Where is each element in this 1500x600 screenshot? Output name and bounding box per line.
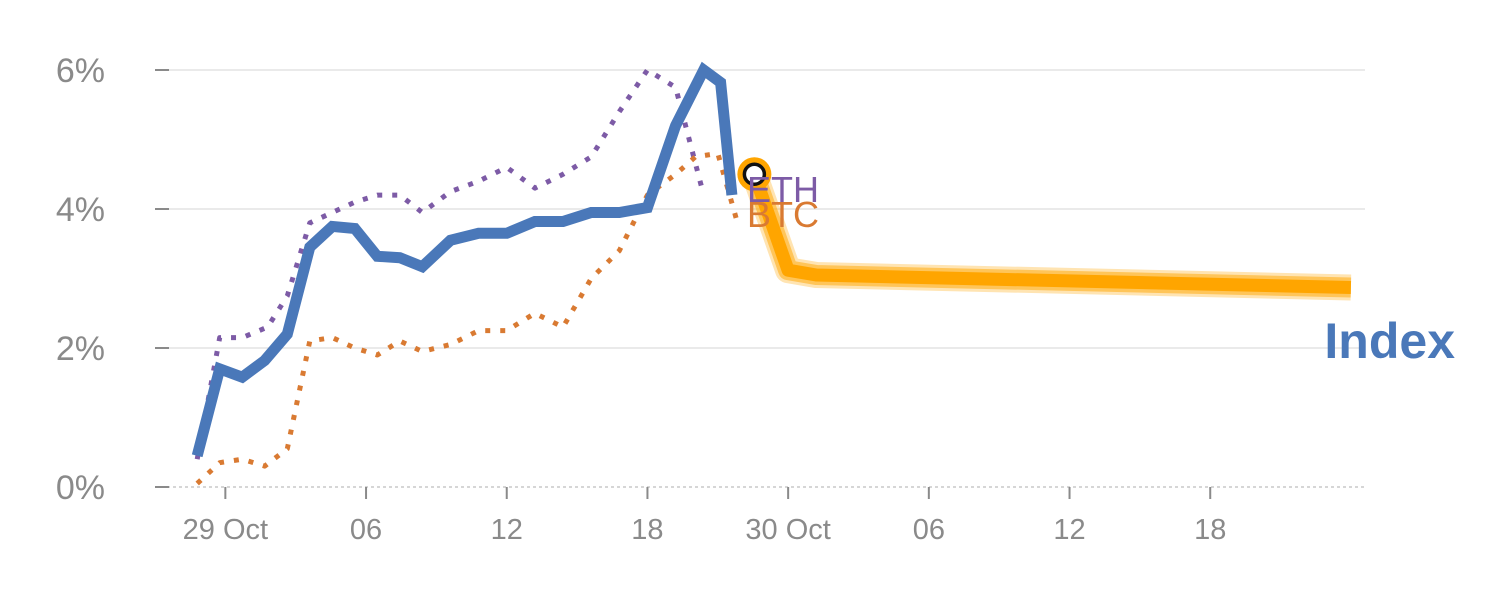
y-tick-label: 2% xyxy=(56,330,105,368)
x-tick-label: 12 xyxy=(1053,514,1085,546)
btc-line xyxy=(195,150,740,486)
x-tick-label: 18 xyxy=(631,514,663,546)
index-line xyxy=(191,61,738,458)
series-labels: ETH BTC Index xyxy=(747,169,1455,369)
eth-series-label: ETH xyxy=(747,169,819,210)
x-tick-label: 18 xyxy=(1194,514,1226,546)
axes: 0% 2% 4% 6% 29 Oct 06 12 18 30 Oct 06 12 18 xyxy=(56,52,1365,546)
x-tick-label: 29 Oct xyxy=(183,514,268,546)
y-tick-label: 6% xyxy=(56,52,105,90)
index-series-label: Index xyxy=(1324,313,1455,369)
x-tick-label: 30 Oct xyxy=(745,514,830,546)
btc-series-label: BTC xyxy=(747,194,819,235)
index-projection-line xyxy=(748,172,1352,294)
y-tick-label: 4% xyxy=(56,191,105,229)
current-point-marker xyxy=(742,162,767,186)
series xyxy=(191,61,1352,486)
eth-line xyxy=(194,67,707,460)
x-tick-label: 06 xyxy=(913,514,945,546)
x-tick-label: 06 xyxy=(350,514,382,546)
y-tick-label: 0% xyxy=(56,469,105,507)
x-tick-label: 12 xyxy=(491,514,523,546)
